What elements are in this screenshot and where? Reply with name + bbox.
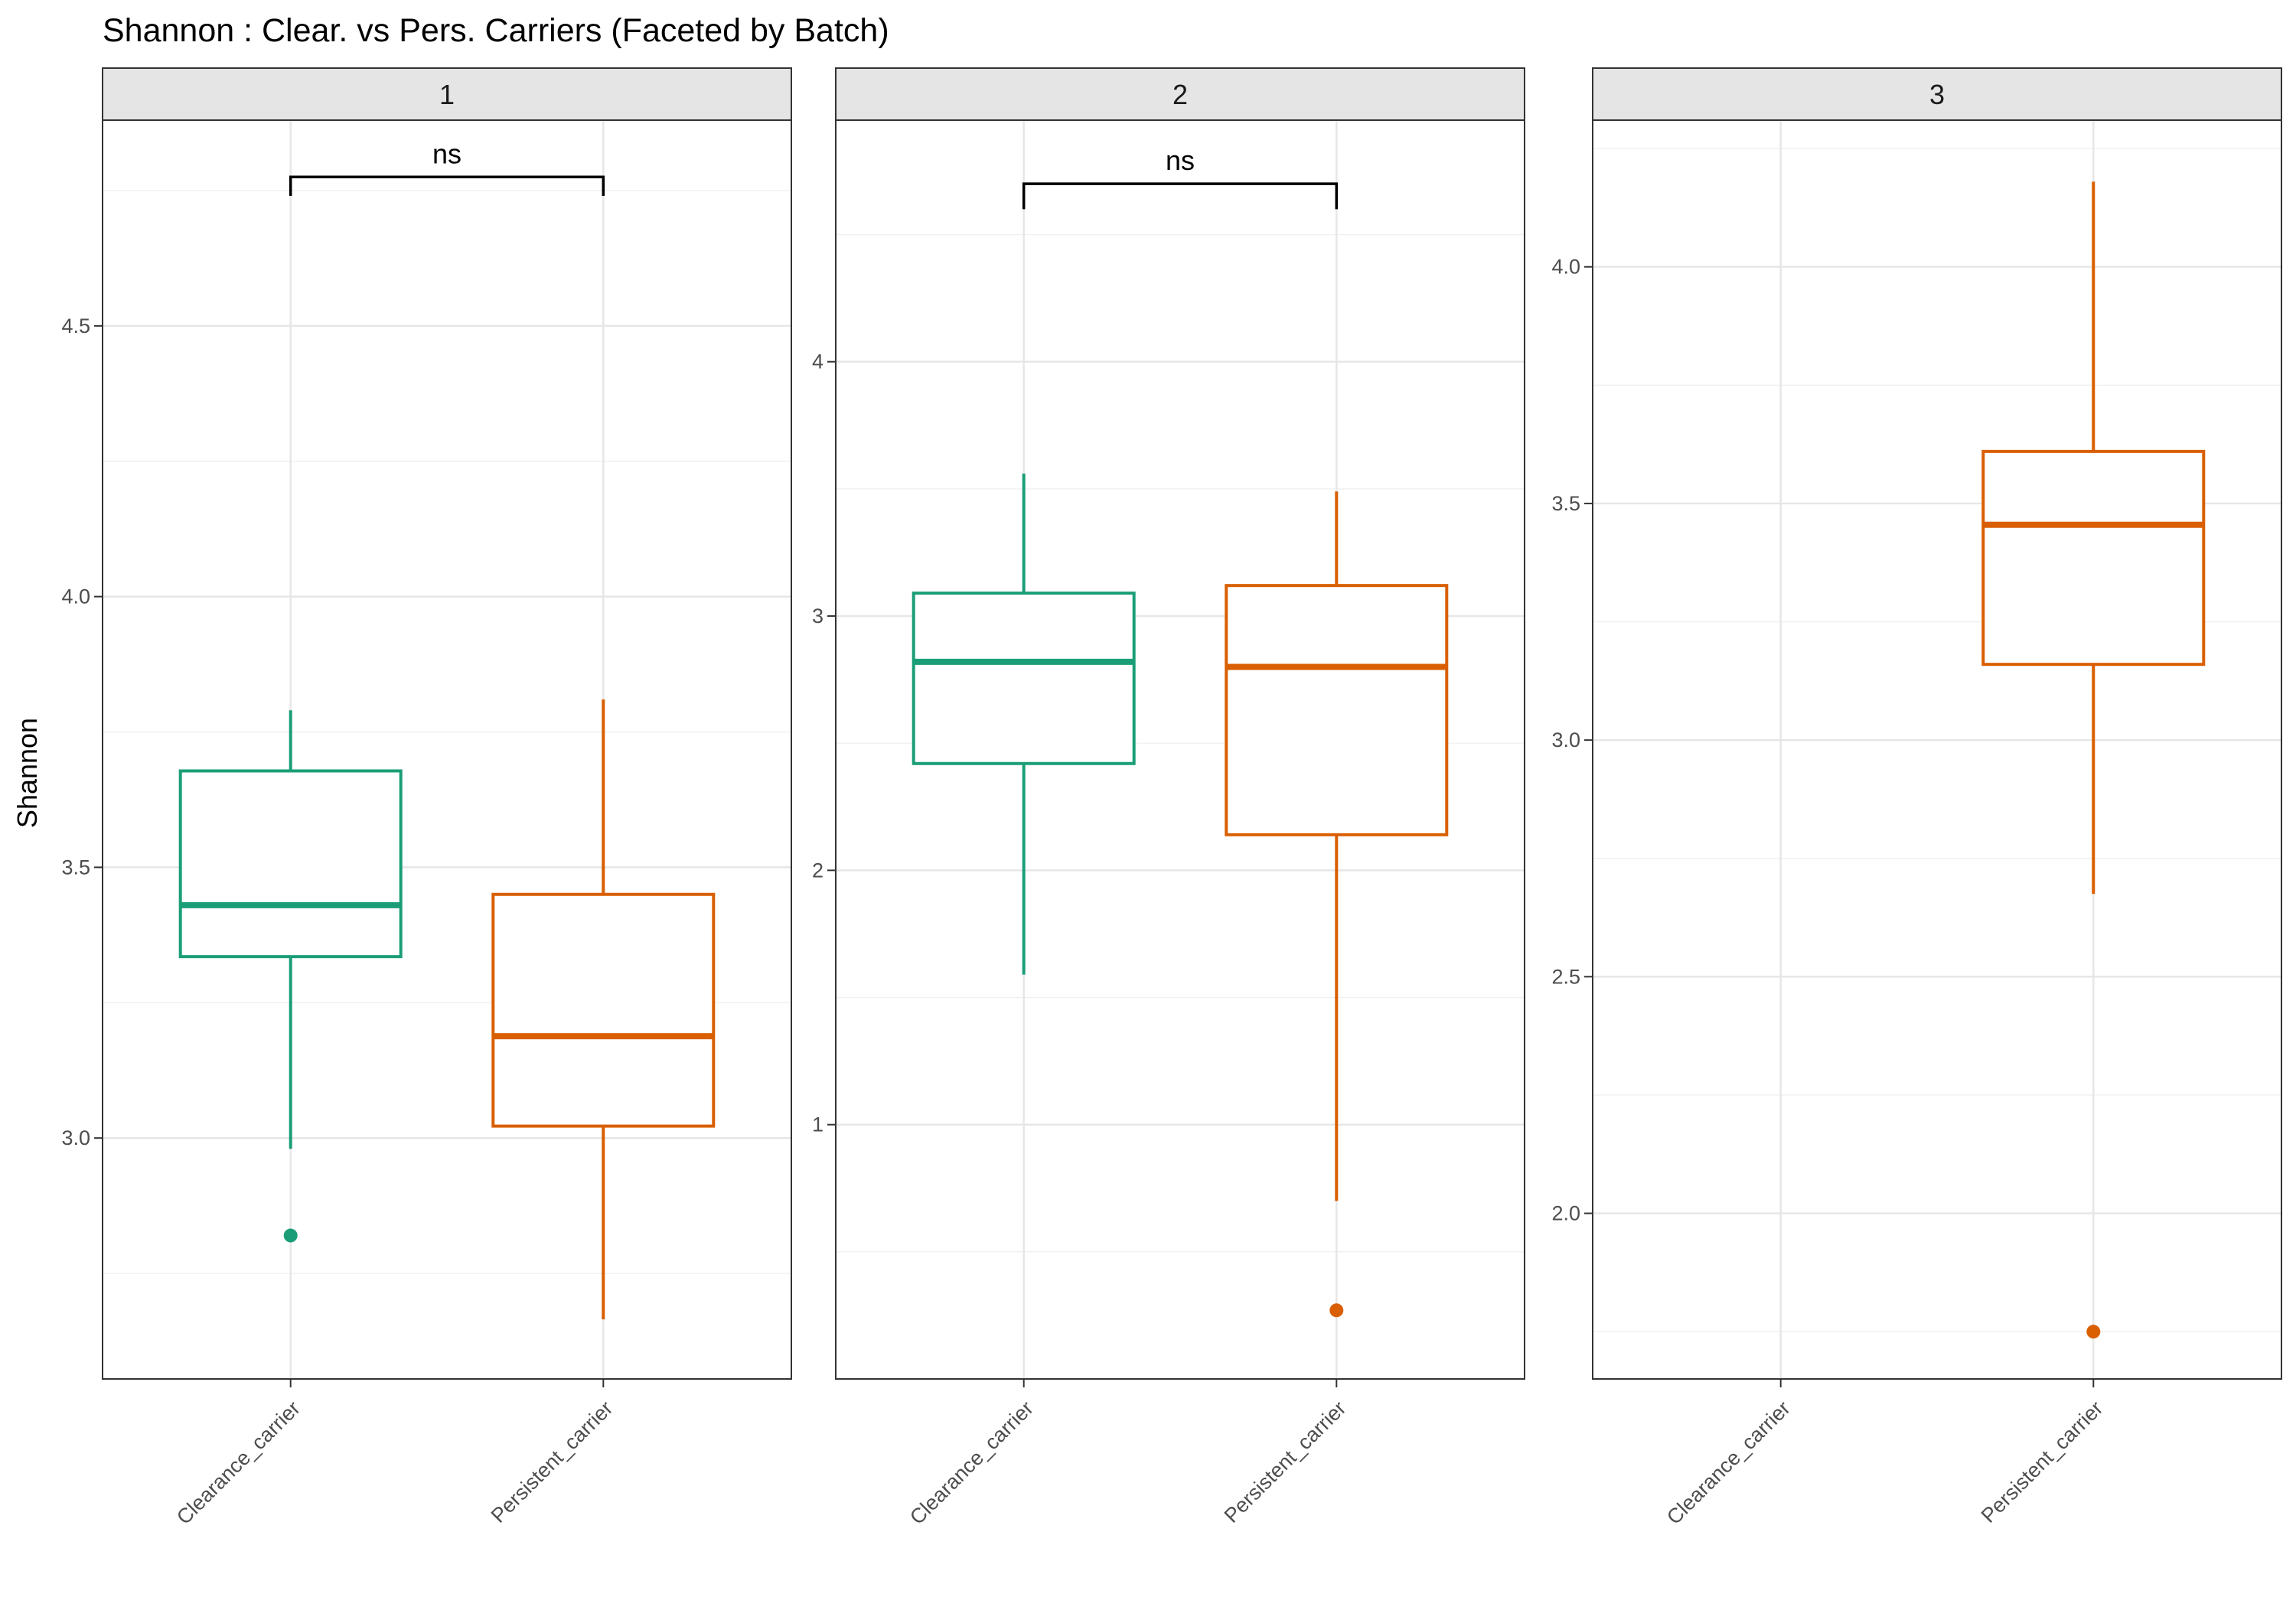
box-Persistent_carrier (1225, 491, 1449, 1318)
y-tick-label: 1 (812, 1113, 823, 1136)
facet-panel-3: 2.0 2.5 3.0 3.5 4.0 Clearance_carrier Persiste… (1551, 67, 2282, 1529)
facet-strip-label: 1 (439, 79, 455, 110)
facet-panels: 3.0 3.5 4.0 4.5 Clearance_carrier Persistent_… (61, 67, 2282, 1529)
box-Clearance_carrier (178, 710, 403, 1243)
x-tick-label: Clearance_carrier (172, 1397, 305, 1529)
x-tick-label: Persistent_carrier (487, 1397, 618, 1527)
significance-bracket (1022, 182, 1339, 210)
facet-strip (102, 67, 792, 121)
box-body (1981, 449, 2206, 667)
y-tick-label: 3.0 (1551, 729, 1580, 751)
significance-label: ns (1166, 145, 1195, 176)
box-body (491, 892, 716, 1128)
box-body (1225, 584, 1449, 836)
y-tick-label: 3 (812, 605, 823, 627)
y-axis-title: Shannon (11, 718, 43, 828)
chart-title: Shannon : Clear. vs Pers. Carriers (Face… (103, 12, 889, 49)
y-tick-label: 3.0 (61, 1126, 90, 1149)
outlier-point (283, 1228, 298, 1243)
y-tick-label: 2.0 (1551, 1202, 1580, 1225)
y-tick-label: 3.5 (61, 856, 90, 878)
y-tick-label: 4.0 (61, 585, 90, 608)
facet-strip (835, 67, 1525, 121)
facet-panel-1: 3.0 3.5 4.0 4.5 Clearance_carrier Persistent_… (61, 67, 792, 1529)
box-Persistent_carrier (1981, 181, 2206, 1339)
facet-strip-label: 2 (1172, 79, 1188, 110)
panel-background (1593, 120, 2281, 1379)
x-tick-label: Clearance_carrier (1662, 1397, 1795, 1529)
facet-strip-label: 3 (1929, 79, 1945, 110)
outlier-point (1329, 1303, 1344, 1318)
x-tick-label: Persistent_carrier (1977, 1397, 2108, 1527)
y-tick-label: 3.5 (1551, 492, 1580, 515)
y-tick-label: 2 (812, 859, 823, 882)
box-Persistent_carrier (491, 699, 716, 1320)
x-tick-label: Persistent_carrier (1220, 1397, 1351, 1527)
box-Clearance_carrier (912, 473, 1136, 975)
y-tick-label: 2.5 (1551, 965, 1580, 988)
y-tick-label: 4 (812, 350, 823, 373)
box-body (178, 769, 403, 959)
y-tick-label: 4.0 (1551, 256, 1580, 279)
facet-strip (1592, 67, 2282, 121)
facet-panel-2: 1 2 3 4 Clearance_carrier Persistent_carrier n… (812, 67, 1525, 1529)
y-tick-label: 4.5 (61, 315, 90, 337)
x-tick-label: Clearance_carrier (905, 1397, 1038, 1529)
panel-background (103, 120, 791, 1379)
significance-label: ns (432, 138, 461, 169)
outlier-point (2086, 1325, 2101, 1339)
box-body (912, 592, 1136, 765)
significance-bracket (289, 175, 605, 197)
